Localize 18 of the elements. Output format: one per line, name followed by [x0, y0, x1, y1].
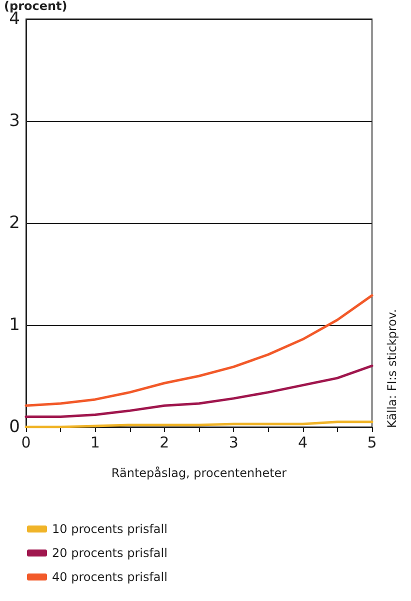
legend-label: 20 procents prisfall — [52, 546, 168, 560]
line-series — [24, 364, 374, 418]
y-tick-label: 1 — [9, 315, 20, 335]
x-tick-label: 2 — [160, 434, 170, 452]
x-axis-title: Räntepåslag, procentenheter — [111, 466, 287, 480]
legend-label: 10 procents prisfall — [52, 522, 168, 536]
legend-label: 40 procents prisfall — [52, 570, 168, 584]
y-tick-label: 0 — [9, 417, 20, 437]
y-tick-label: 2 — [9, 213, 20, 233]
line-series — [24, 294, 374, 407]
x-tick-label: 1 — [90, 434, 100, 452]
text: Källa: FI:s stickprov. — [385, 309, 399, 428]
x-tick-label: 4 — [298, 434, 308, 452]
x-tick-label: 0 — [21, 434, 31, 452]
x-tick-label: 3 — [228, 434, 238, 452]
y-tick-label: 3 — [9, 111, 20, 131]
x-tick-label: 5 — [367, 434, 377, 452]
y-axis-title: (procent) — [4, 0, 68, 13]
